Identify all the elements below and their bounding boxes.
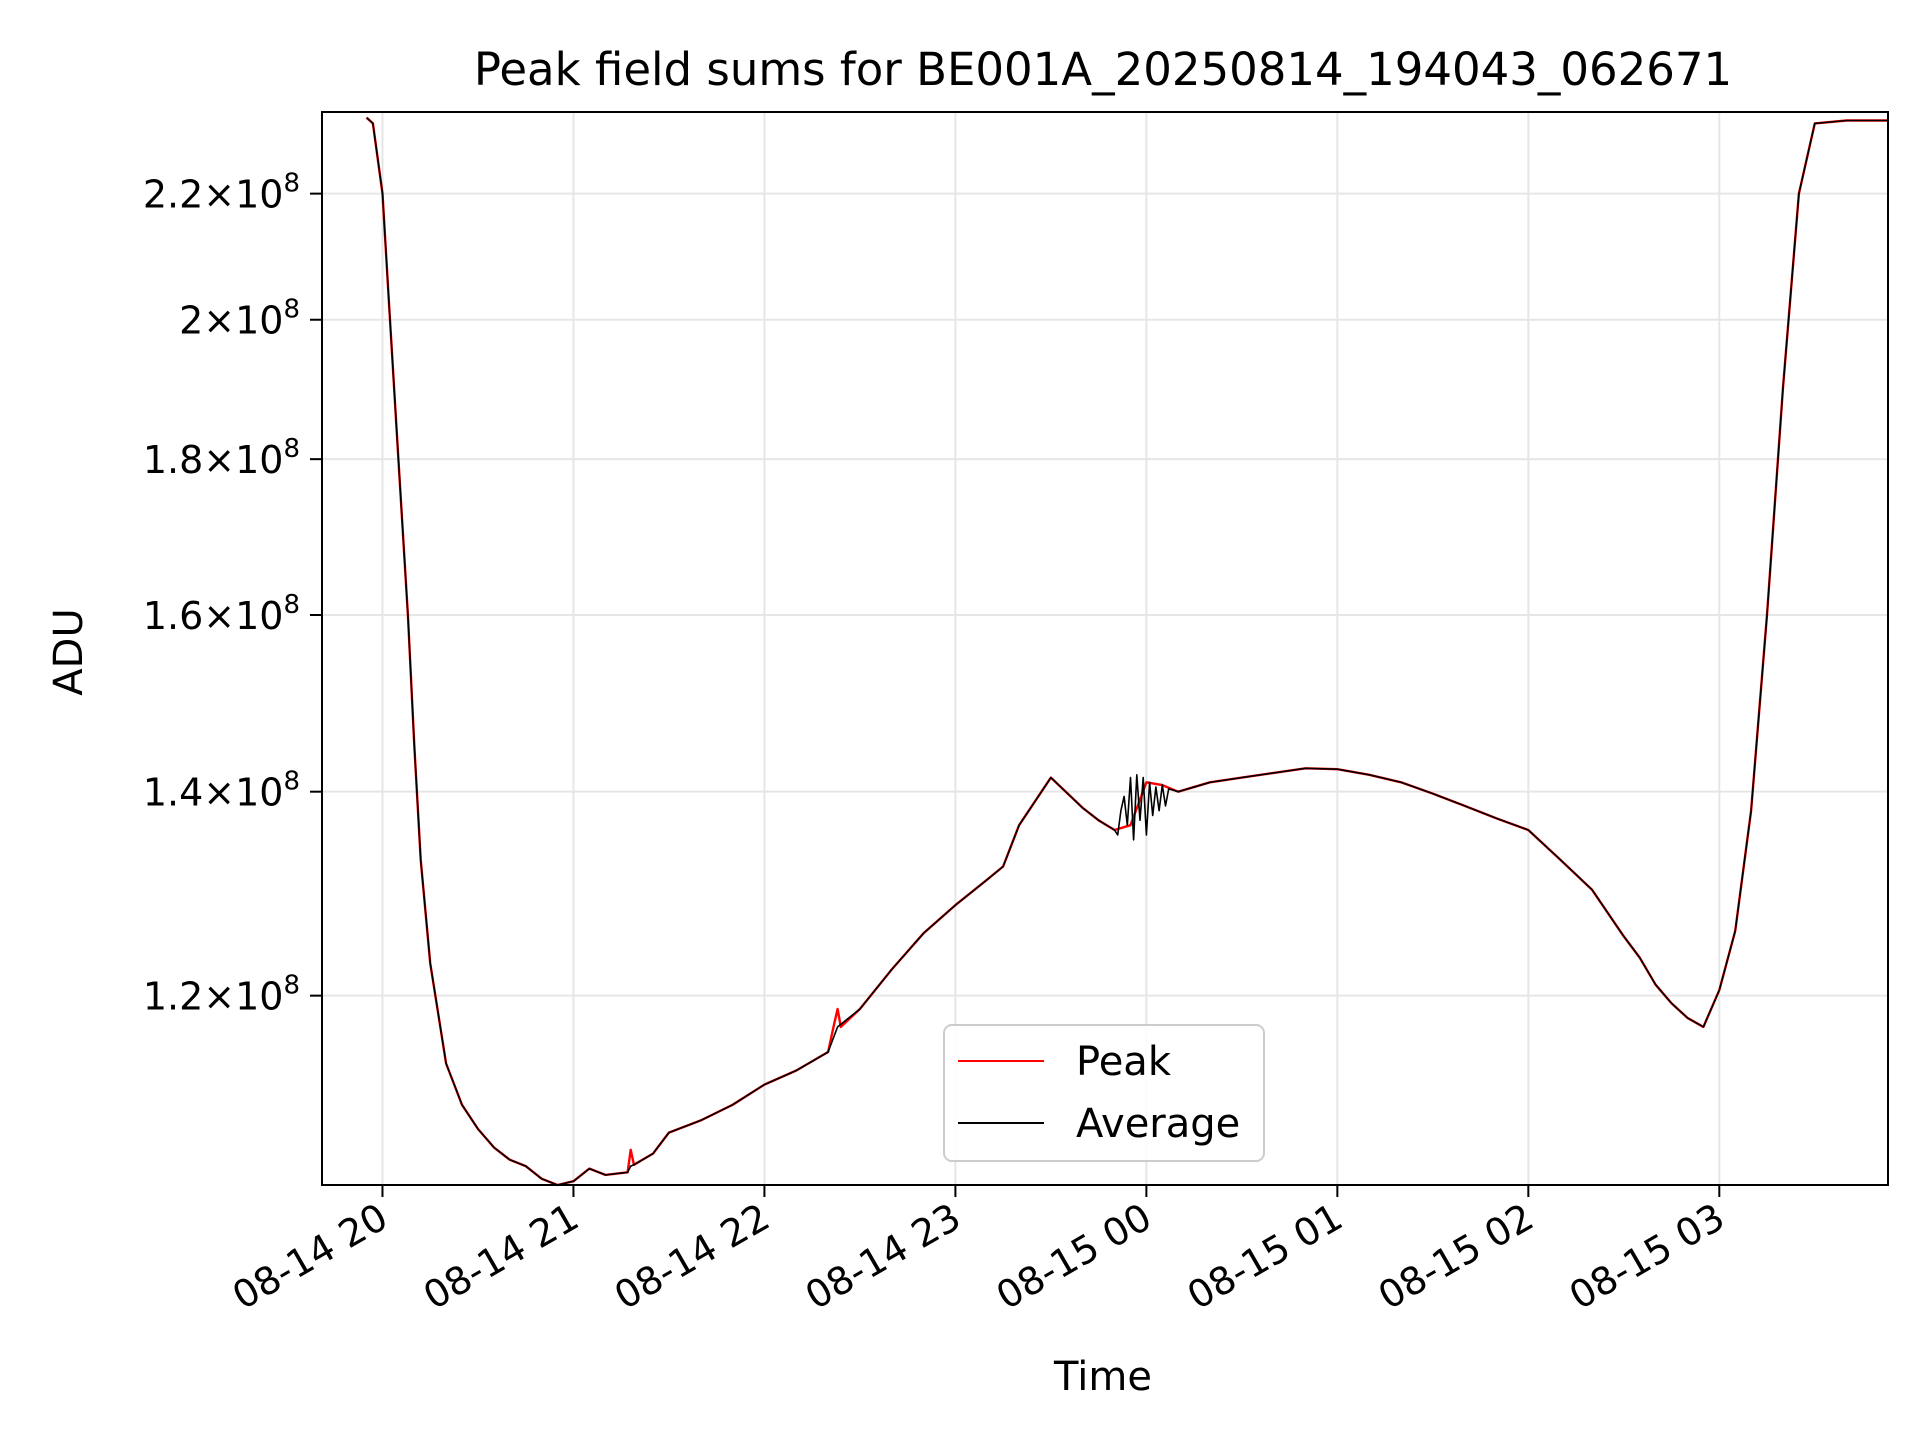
legend-box: [943, 1024, 1265, 1162]
series-lines: [365, 116, 1888, 1187]
y-tick-label: 1.8×108: [143, 434, 300, 482]
chart-title: Peak field sums for BE001A_20250814_1940…: [474, 43, 1732, 96]
legend-average-label: Average: [1076, 1101, 1240, 1147]
y-tick-label: 2×108: [179, 295, 300, 343]
y-tick-label: 1.2×108: [143, 971, 300, 1019]
plot-frame: [321, 111, 1889, 1186]
y-tick-mantissa: 1.2×10: [143, 975, 284, 1019]
series-line-average: [366, 117, 1888, 1186]
y-tick-mantissa: 2×10: [179, 299, 283, 343]
y-tick-mantissa: 2.2×10: [143, 173, 284, 217]
y-tick-mantissa: 1.6×10: [143, 594, 284, 638]
grid: [322, 112, 1888, 1185]
y-tick-label: 2.2×108: [143, 169, 300, 217]
y-tick-label: 1.4×108: [143, 767, 300, 815]
legend: Peak Average: [943, 1024, 1265, 1162]
y-tick-mantissa: 1.8×10: [143, 438, 284, 482]
y-tick-exponent: 8: [283, 295, 300, 325]
y-tick-mantissa: 1.4×10: [143, 771, 284, 815]
y-tick-exponent: 8: [283, 971, 300, 1001]
legend-peak-label: Peak: [1076, 1039, 1172, 1085]
y-tick-label: 1.6×108: [143, 590, 300, 638]
x-axis-label: Time: [1053, 1354, 1152, 1400]
y-axis-label: ADU: [46, 608, 92, 695]
y-tick-exponent: 8: [283, 590, 300, 620]
y-tick-exponent: 8: [283, 169, 300, 199]
y-tick-exponent: 8: [283, 434, 300, 464]
y-tick-exponent: 8: [283, 767, 300, 797]
